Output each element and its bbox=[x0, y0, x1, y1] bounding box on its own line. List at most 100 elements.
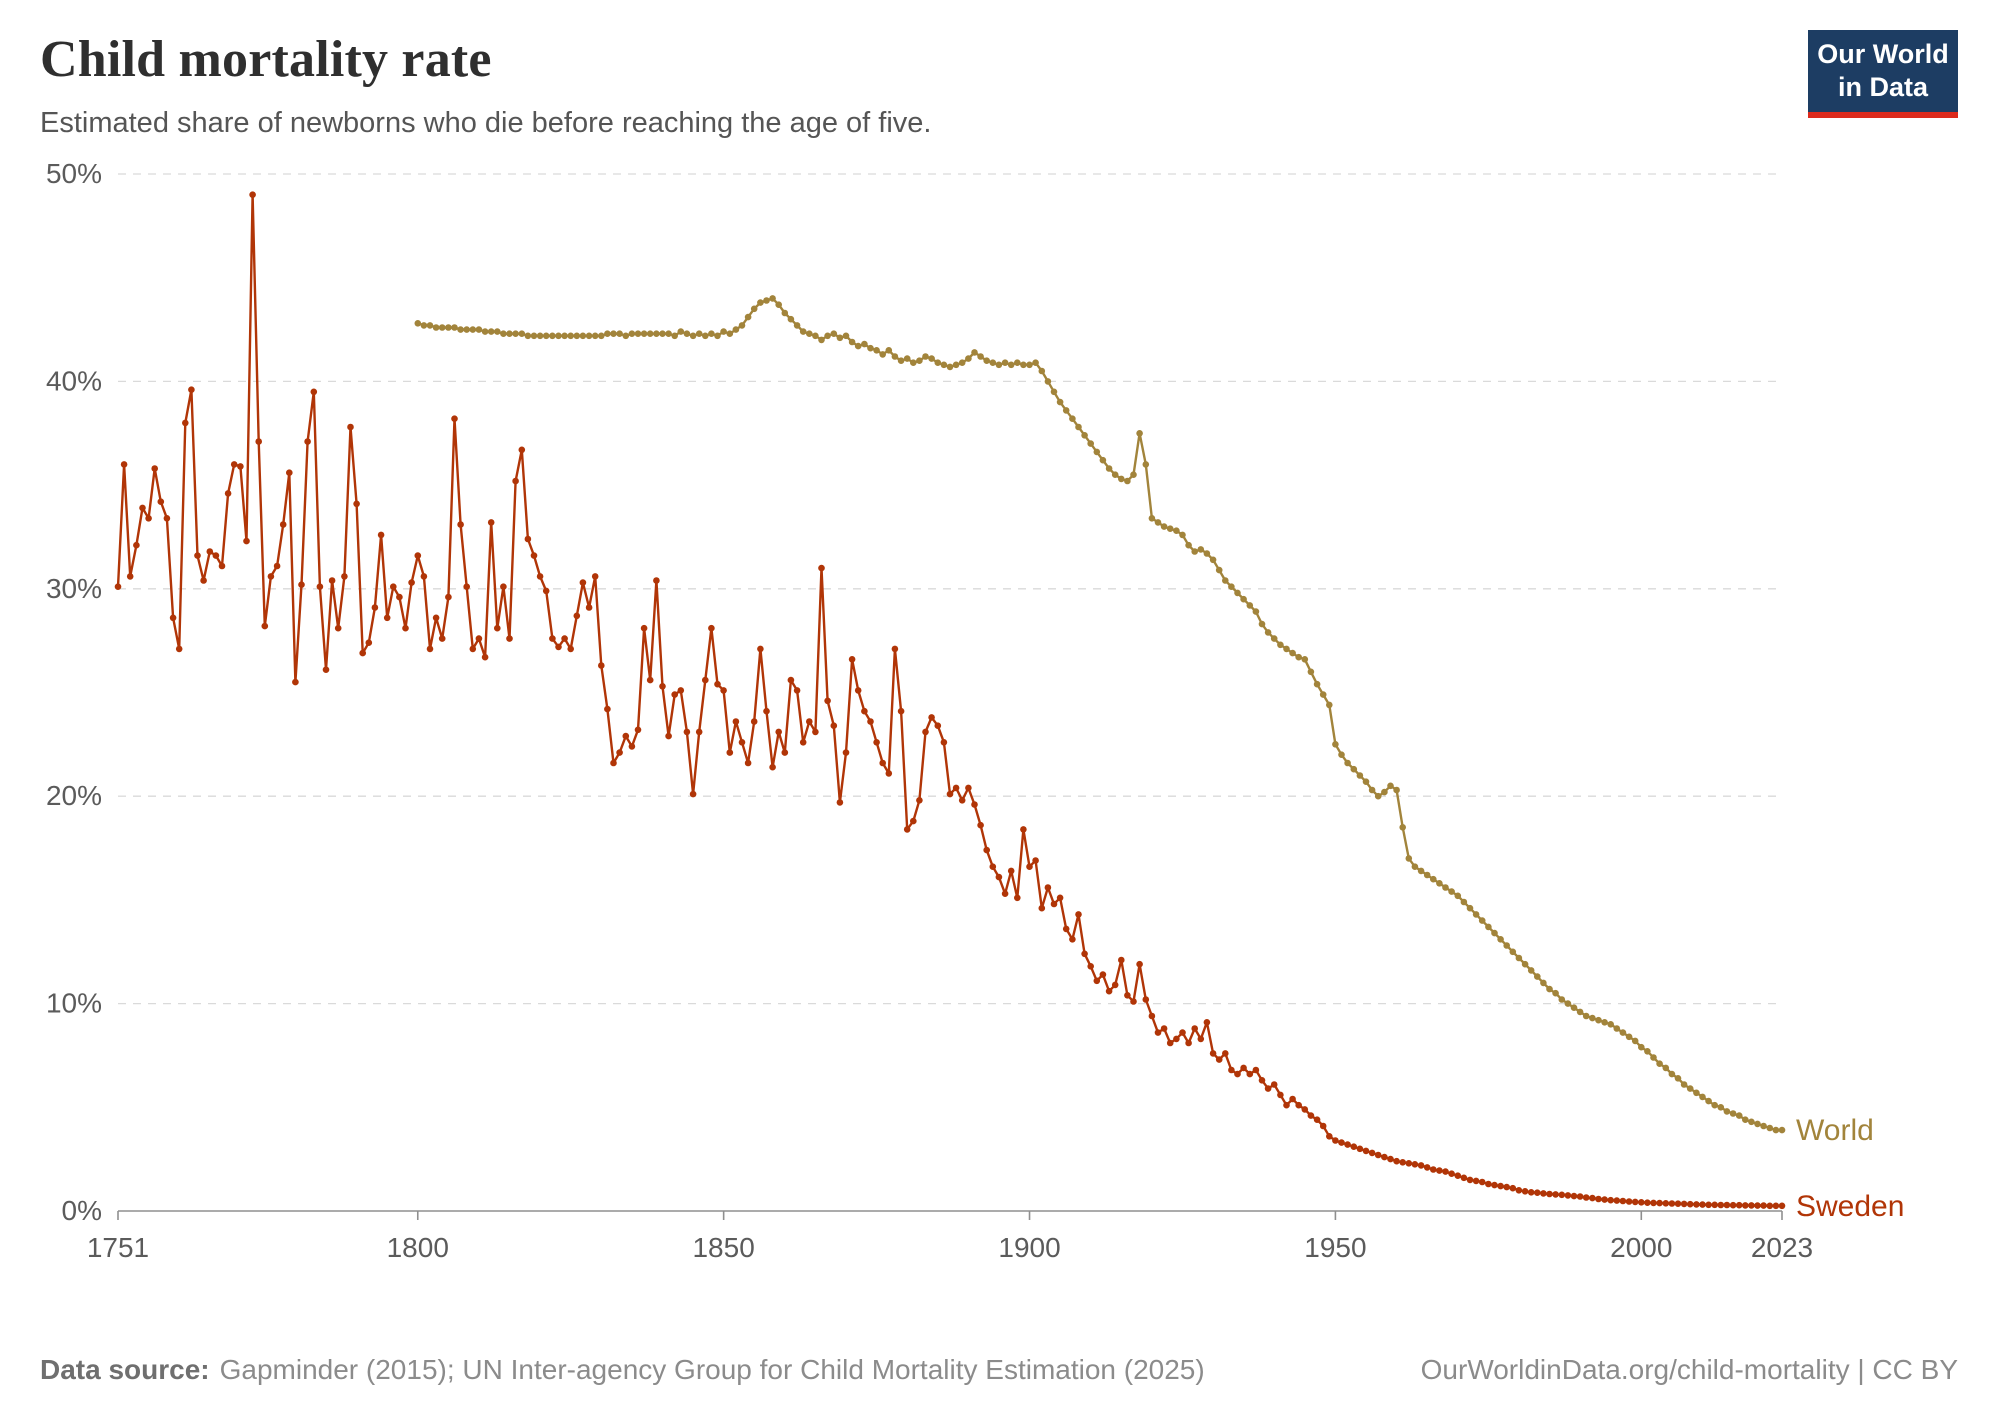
data-point bbox=[695, 728, 703, 736]
data-point bbox=[561, 332, 568, 340]
data-point bbox=[1111, 981, 1119, 989]
data-point bbox=[1399, 824, 1406, 831]
data-point bbox=[1644, 1199, 1651, 1206]
data-point bbox=[1154, 519, 1162, 526]
data-point bbox=[542, 587, 550, 595]
data-point bbox=[1087, 440, 1094, 447]
data-point bbox=[1680, 1081, 1688, 1088]
data-point bbox=[683, 728, 691, 736]
data-point bbox=[1026, 361, 1033, 369]
data-point bbox=[549, 332, 556, 340]
data-point bbox=[1044, 884, 1052, 891]
data-point bbox=[1656, 1199, 1663, 1207]
data-point bbox=[1032, 857, 1039, 864]
data-point bbox=[1252, 608, 1260, 615]
data-point bbox=[1185, 1039, 1192, 1047]
data-point bbox=[1662, 1064, 1670, 1072]
data-point bbox=[1130, 471, 1137, 479]
data-point bbox=[689, 332, 697, 340]
data-point bbox=[1742, 1116, 1749, 1123]
data-point bbox=[695, 330, 703, 337]
data-point bbox=[286, 469, 293, 477]
data-point bbox=[928, 355, 935, 362]
data-point bbox=[1148, 515, 1156, 522]
data-point bbox=[573, 612, 581, 620]
data-point bbox=[934, 359, 942, 366]
data-point bbox=[481, 653, 489, 661]
data-point bbox=[1001, 359, 1009, 366]
data-point bbox=[1240, 1064, 1247, 1072]
data-point bbox=[1705, 1201, 1712, 1209]
data-point bbox=[793, 322, 801, 329]
data-point bbox=[1472, 911, 1480, 918]
data-point bbox=[836, 334, 844, 342]
data-point bbox=[1558, 996, 1566, 1003]
data-point bbox=[1075, 423, 1082, 431]
data-point bbox=[1466, 904, 1474, 912]
data-source-text: Gapminder (2015); UN Inter-agency Group … bbox=[219, 1354, 1205, 1385]
data-point bbox=[842, 749, 850, 756]
data-point bbox=[591, 332, 599, 340]
data-point bbox=[873, 347, 880, 354]
data-point bbox=[1124, 992, 1131, 999]
data-point bbox=[1699, 1201, 1706, 1208]
data-point bbox=[1766, 1124, 1774, 1132]
data-point bbox=[1118, 956, 1125, 964]
data-point bbox=[371, 604, 379, 611]
data-point bbox=[1246, 1070, 1254, 1078]
data-point bbox=[1509, 948, 1517, 956]
data-point bbox=[1148, 1012, 1156, 1020]
data-point bbox=[304, 438, 311, 445]
data-point bbox=[494, 328, 501, 335]
data-point bbox=[114, 583, 122, 590]
series-label-world[interactable]: World bbox=[1796, 1114, 1874, 1147]
data-point bbox=[598, 332, 605, 340]
data-point bbox=[769, 763, 776, 771]
data-point bbox=[432, 324, 440, 331]
data-point bbox=[1270, 635, 1278, 642]
data-point bbox=[1686, 1085, 1694, 1092]
data-point bbox=[1668, 1200, 1676, 1207]
data-point bbox=[848, 656, 856, 663]
data-source-label: Data source: bbox=[40, 1354, 210, 1385]
data-point bbox=[1417, 867, 1425, 875]
data-point bbox=[1570, 1192, 1578, 1200]
data-point bbox=[787, 676, 795, 684]
data-point bbox=[818, 564, 825, 572]
data-point bbox=[1478, 917, 1486, 924]
data-point bbox=[995, 873, 1003, 881]
owid-link[interactable]: OurWorldinData.org/child-mortality | CC … bbox=[1420, 1354, 1958, 1385]
data-point bbox=[1399, 1159, 1406, 1166]
data-point bbox=[1344, 759, 1351, 767]
data-point bbox=[1686, 1200, 1694, 1208]
data-point bbox=[1436, 1167, 1443, 1174]
chart-canvas[interactable]: 0% 10% 20% 30% 40% 50% 1751 1800 1850 1900 1950 200… bbox=[0, 146, 2000, 1296]
data-point bbox=[1374, 1151, 1382, 1159]
data-point bbox=[763, 707, 770, 715]
data-point bbox=[989, 359, 997, 366]
owid-logo[interactable]: Our World in Data bbox=[1808, 30, 1958, 118]
data-point bbox=[1338, 1139, 1345, 1146]
y-tick-label: 30% bbox=[46, 573, 102, 604]
data-point bbox=[1350, 765, 1358, 773]
data-point bbox=[1032, 359, 1039, 366]
data-point bbox=[1668, 1070, 1676, 1078]
data-point bbox=[438, 324, 446, 331]
data-point bbox=[1497, 1182, 1504, 1190]
data-point bbox=[1497, 936, 1504, 943]
data-point bbox=[518, 446, 526, 454]
data-point bbox=[475, 326, 483, 333]
data-point bbox=[726, 330, 734, 337]
data-point bbox=[1215, 1056, 1223, 1063]
data-point bbox=[1454, 892, 1462, 900]
data-point bbox=[1729, 1110, 1737, 1117]
data-point bbox=[555, 643, 562, 651]
data-point bbox=[530, 332, 538, 340]
data-point bbox=[1723, 1108, 1731, 1115]
data-point bbox=[1778, 1202, 1786, 1210]
data-point bbox=[1326, 701, 1333, 709]
data-point bbox=[512, 477, 519, 485]
series-label-sweden[interactable]: Sweden bbox=[1796, 1190, 1904, 1223]
data-point bbox=[946, 790, 954, 798]
data-point bbox=[1552, 989, 1559, 997]
